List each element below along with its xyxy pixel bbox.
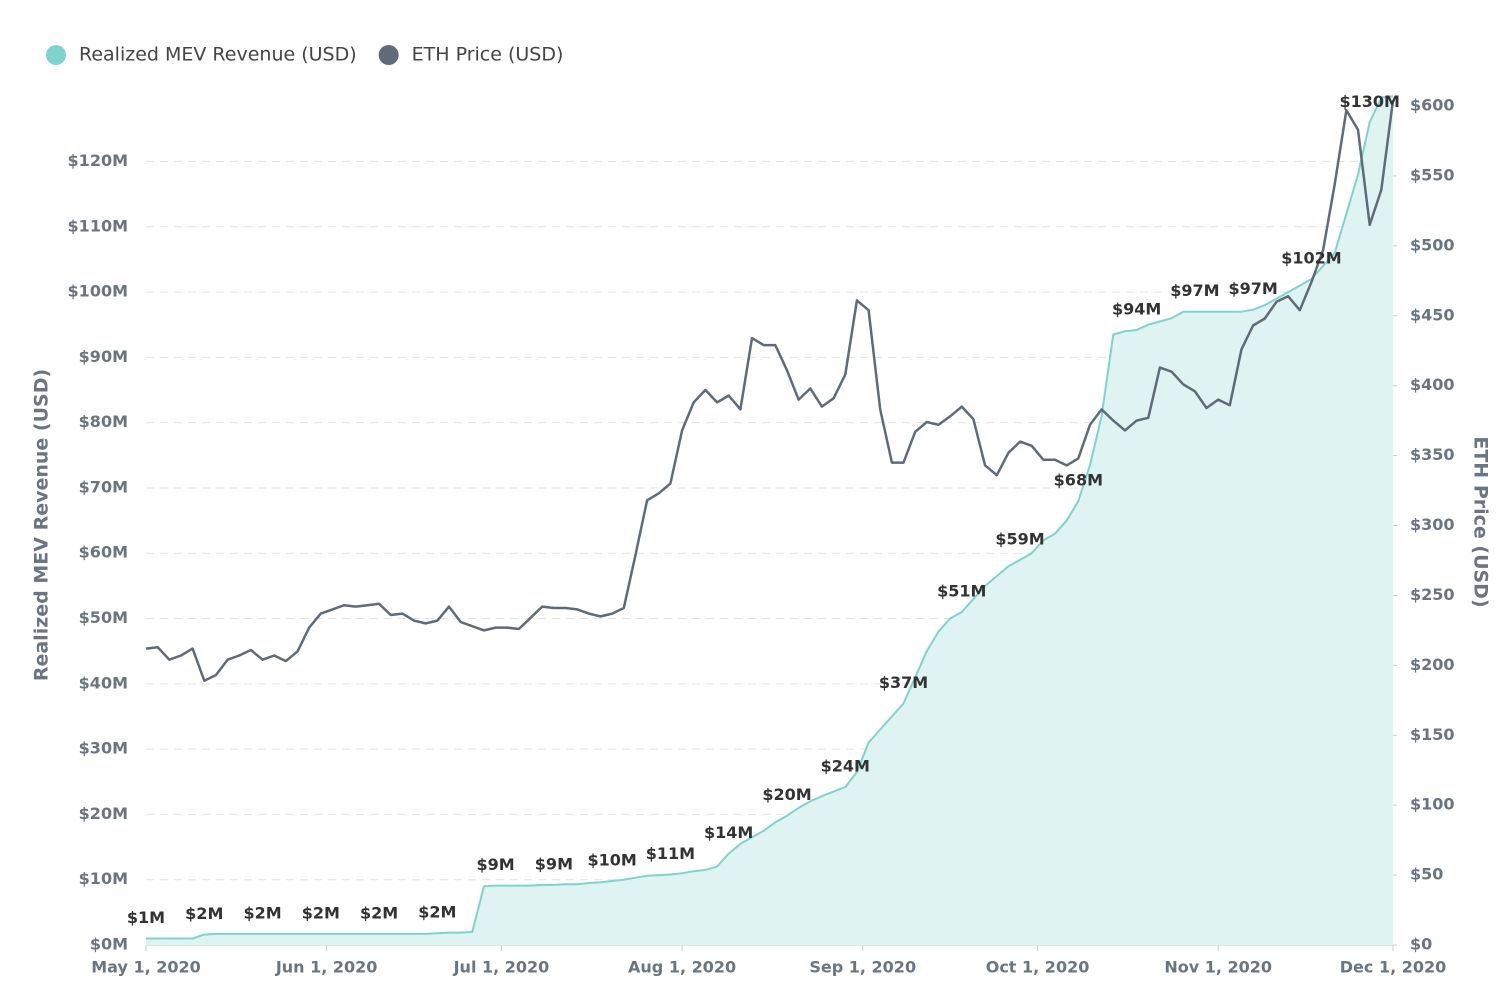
x-tick-label: Dec 1, 2020 (1340, 958, 1447, 977)
y2-tick-label: $550 (1410, 165, 1455, 184)
data-label: $51M (937, 582, 986, 601)
data-label: $130M (1339, 92, 1399, 111)
y2-tick-label: $150 (1410, 725, 1455, 744)
data-label: $2M (302, 903, 340, 922)
x-tick-label: May 1, 2020 (91, 958, 201, 977)
y-tick-label: $120M (68, 151, 128, 170)
data-label: $102M (1281, 249, 1341, 268)
x-tick-label: Jun 1, 2020 (275, 958, 378, 977)
data-label: $9M (535, 854, 573, 873)
x-tick-label: Sep 1, 2020 (809, 958, 916, 977)
data-label: $24M (821, 756, 870, 775)
y2-tick-label: $450 (1410, 305, 1455, 324)
y-tick-label: $110M (68, 216, 128, 235)
y2-tick-label: $300 (1410, 515, 1455, 534)
data-label: $2M (360, 903, 398, 922)
y-axis-title: Realized MEV Revenue (USD) (31, 369, 53, 681)
y2-axis-title: ETH Price (USD) (1470, 436, 1492, 607)
data-label: $2M (418, 903, 456, 922)
x-tick-label: Aug 1, 2020 (628, 958, 736, 977)
y2-tick-label: $200 (1410, 655, 1455, 674)
data-label: $11M (646, 844, 695, 863)
legend-label: ETH Price (USD) (412, 44, 564, 66)
y-tick-label: $90M (79, 347, 128, 366)
legend-marker (46, 45, 66, 65)
legend-marker (378, 45, 399, 65)
data-label: $14M (704, 823, 753, 842)
data-label: $68M (1054, 471, 1103, 490)
y-tick-label: $100M (68, 282, 128, 301)
data-label: $10M (588, 851, 637, 870)
data-label: $59M (995, 529, 1044, 548)
y-tick-label: $60M (79, 543, 128, 562)
y2-tick-label: $600 (1410, 96, 1455, 115)
x-tick-label: Nov 1, 2020 (1164, 958, 1272, 977)
y-tick-label: $40M (79, 673, 128, 692)
y-tick-label: $10M (79, 869, 128, 888)
y2-tick-label: $400 (1410, 375, 1455, 394)
y2-tick-label: $250 (1410, 585, 1455, 604)
line (146, 95, 1394, 940)
data-label: $2M (243, 903, 281, 922)
data-label: $9M (477, 855, 515, 874)
y2-tick-label: $0 (1410, 935, 1432, 954)
data-label: $97M (1228, 279, 1277, 298)
x-tick-label: Jul 1, 2020 (453, 958, 550, 977)
y2-tick-label: $100 (1410, 795, 1455, 814)
legend-label: Realized MEV Revenue (USD) (79, 44, 357, 66)
x-tick-label: Oct 1, 2020 (986, 958, 1090, 977)
data-label: $20M (762, 785, 811, 804)
data-label: $94M (1112, 299, 1161, 318)
data-label: $2M (185, 904, 223, 923)
y-tick-label: $80M (79, 412, 128, 431)
y-tick-label: $20M (79, 804, 128, 823)
y-tick-label: $0M (90, 935, 128, 954)
y2-tick-label: $350 (1410, 445, 1455, 464)
y2-tick-label: $50 (1410, 865, 1443, 884)
y2-tick-label: $500 (1410, 235, 1455, 254)
y-tick-label: $30M (79, 739, 128, 758)
y-tick-label: $70M (79, 477, 128, 496)
data-label: $1M (127, 908, 165, 927)
y-tick-label: $50M (79, 608, 128, 627)
data-label: $97M (1170, 281, 1219, 300)
area (146, 96, 1393, 945)
line (145, 100, 1395, 682)
data-label: $37M (879, 673, 928, 692)
